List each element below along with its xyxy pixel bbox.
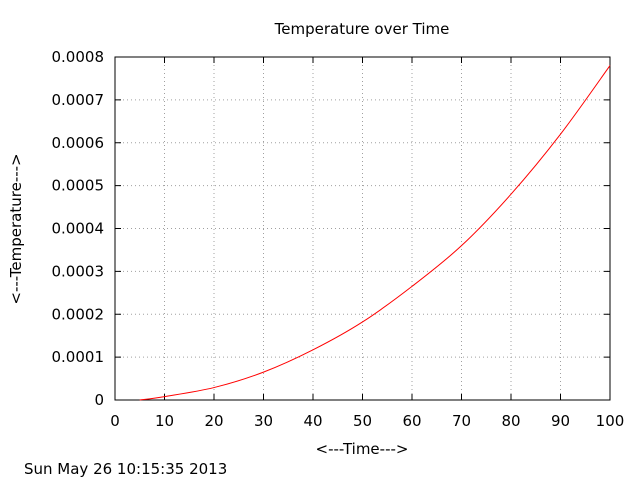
x-tick-label: 30 [254, 412, 273, 430]
y-tick-label: 0.0008 [52, 48, 105, 66]
y-tick-label: 0.0003 [52, 262, 105, 280]
y-tick-label: 0.0007 [52, 91, 105, 109]
x-axis-tick-labels: 0 10 20 30 40 50 60 70 80 90 100 [110, 412, 624, 430]
y-tick-label: 0.0004 [52, 220, 105, 238]
x-tick-label: 40 [303, 412, 322, 430]
axis-ticks [114, 56, 611, 401]
y-tick-label: 0.0006 [52, 134, 105, 152]
x-tick-label: 0 [110, 412, 120, 430]
x-tick-label: 10 [155, 412, 174, 430]
chart-title: Temperature over Time [274, 20, 450, 38]
x-tick-label: 80 [501, 412, 520, 430]
x-tick-label: 100 [596, 412, 625, 430]
y-axis-tick-labels: 0 0.0001 0.0002 0.0003 0.0004 0.0005 0.0006 0.0… [52, 48, 105, 409]
x-axis-label: <---Time---> [316, 440, 409, 458]
grid-lines [115, 57, 610, 400]
series-layer [139, 65, 611, 401]
y-axis-label: <---Temperature---> [7, 153, 25, 304]
x-tick-label: 50 [353, 412, 372, 430]
x-tick-label: 90 [551, 412, 570, 430]
series-line-0 [139, 65, 611, 401]
x-tick-label: 70 [452, 412, 471, 430]
y-tick-label: 0.0002 [52, 305, 105, 323]
y-tick-label: 0.0001 [52, 348, 105, 366]
y-tick-label: 0 [94, 391, 104, 409]
y-tick-label: 0.0005 [52, 177, 105, 195]
x-tick-label: 20 [204, 412, 223, 430]
x-tick-label: 60 [402, 412, 421, 430]
timestamp: Sun May 26 10:15:35 2013 [24, 460, 228, 478]
